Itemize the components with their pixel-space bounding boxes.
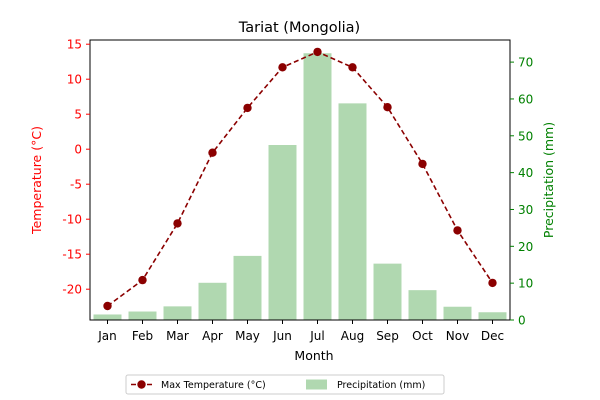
bar-precipitation-nov xyxy=(443,306,472,320)
legend-bar-swatch xyxy=(306,379,327,390)
right-tick-label: 0 xyxy=(518,314,526,328)
x-tick-label: Sep xyxy=(376,329,399,343)
point-temperature-oct xyxy=(418,159,427,169)
precipitation-bars xyxy=(93,53,507,321)
right-tick-label: 60 xyxy=(518,92,533,106)
x-tick-label: Jul xyxy=(309,329,324,343)
point-temperature-dec xyxy=(488,278,497,288)
right-tick-label: 70 xyxy=(518,56,533,70)
right-tick-label: 50 xyxy=(518,129,533,143)
x-tick-label: Jan xyxy=(97,329,117,343)
point-temperature-jun xyxy=(278,63,287,72)
x-tick-label: Jun xyxy=(272,329,292,343)
left-tick-label: 15 xyxy=(67,38,82,52)
left-tick-label: -5 xyxy=(70,178,82,192)
bar-precipitation-aug xyxy=(338,103,367,320)
point-temperature-may xyxy=(243,103,252,113)
x-tick-label: Apr xyxy=(202,329,223,343)
legend-marker-swatch xyxy=(137,380,146,389)
x-tick-label: Dec xyxy=(481,329,504,343)
bar-precipitation-dec xyxy=(478,312,507,320)
legend-label-temperature: Max Temperature (°C) xyxy=(161,380,266,391)
bar-precipitation-jan xyxy=(93,314,122,320)
bar-precipitation-feb xyxy=(128,311,157,320)
left-tick-label: -10 xyxy=(62,213,82,227)
x-tick-label: Mar xyxy=(166,329,189,343)
right-tick-label: 20 xyxy=(518,240,533,254)
legend-label-precipitation: Precipitation (mm) xyxy=(337,380,425,391)
bar-precipitation-jul xyxy=(303,53,332,321)
left-tick-label: 10 xyxy=(67,73,82,87)
left-tick-label: 5 xyxy=(74,108,82,122)
right-tick-label: 10 xyxy=(518,277,533,291)
right-axis-label: Precipitation (mm) xyxy=(541,122,556,238)
left-tick-label: -20 xyxy=(62,283,82,297)
plot-frame xyxy=(89,39,511,321)
x-tick-label: Feb xyxy=(132,329,153,343)
bar-precipitation-may xyxy=(233,255,262,320)
x-tick-label: Aug xyxy=(341,329,364,343)
point-temperature-aug xyxy=(348,63,357,72)
point-temperature-mar xyxy=(173,219,182,228)
legend: Max Temperature (°C) Precipitation (mm) xyxy=(125,374,445,395)
temperature-series-line xyxy=(107,51,494,307)
bar-precipitation-apr xyxy=(198,282,227,320)
right-tick-label: 40 xyxy=(518,166,533,180)
point-temperature-feb xyxy=(138,275,147,285)
x-axis-label: Month xyxy=(294,348,333,363)
x-tick-label: May xyxy=(235,329,260,343)
temperature-line xyxy=(103,47,497,311)
right-tick-label: 30 xyxy=(518,203,533,217)
left-tick-label: 0 xyxy=(74,143,82,157)
x-tick-label: Nov xyxy=(446,329,469,343)
point-temperature-jul xyxy=(313,47,322,57)
chart-title: Tariat (Mongolia) xyxy=(238,20,360,36)
left-axis-label: Temperature (°C) xyxy=(29,126,44,235)
point-temperature-jan xyxy=(103,301,112,311)
left-tick-label: -15 xyxy=(62,248,82,262)
point-temperature-apr xyxy=(208,148,217,157)
bar-precipitation-sep xyxy=(373,263,402,320)
legend-frame xyxy=(125,374,445,395)
point-temperature-nov xyxy=(453,226,462,235)
x-tick-label: Oct xyxy=(412,329,433,343)
bar-precipitation-oct xyxy=(408,290,437,320)
bar-precipitation-jun xyxy=(268,145,297,320)
bar-precipitation-mar xyxy=(163,306,192,320)
point-temperature-sep xyxy=(383,103,392,112)
